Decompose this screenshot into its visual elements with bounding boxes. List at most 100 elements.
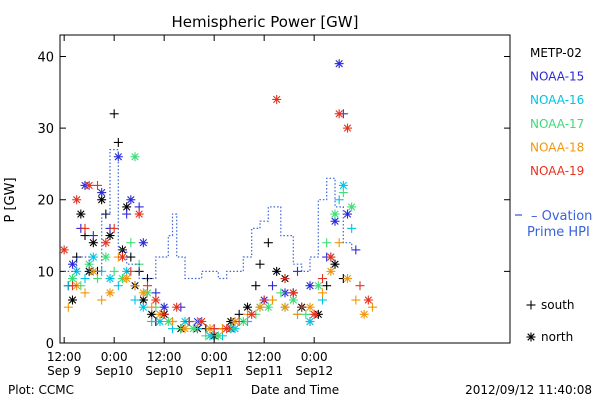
x-tick-label-time: 12:00 bbox=[147, 350, 182, 364]
data-point-noaa-15 bbox=[351, 245, 361, 255]
data-point-noaa-16 bbox=[130, 295, 140, 305]
x-tick-label-date: Sep10 bbox=[95, 364, 133, 378]
x-axis-label: Date and Time bbox=[251, 383, 339, 397]
data-point-noaa-15 bbox=[268, 281, 277, 291]
x-tick-label-date: Sep10 bbox=[145, 364, 183, 378]
marker-legend-label-north: north bbox=[541, 330, 573, 344]
data-point-noaa-17 bbox=[347, 202, 357, 212]
data-point-noaa-18 bbox=[138, 288, 148, 298]
data-point-noaa-18 bbox=[351, 295, 361, 305]
series-layer bbox=[59, 59, 377, 341]
data-point-noaa-19 bbox=[209, 324, 219, 334]
data-point-noaa-19 bbox=[197, 317, 207, 327]
legend-label-ovation-prime-hpi-cont: Prime HPI bbox=[527, 225, 590, 240]
data-point-noaa-16 bbox=[88, 252, 98, 262]
data-point-metp-02 bbox=[72, 252, 82, 262]
data-point-noaa-19 bbox=[272, 94, 282, 104]
y-tick-label: 40 bbox=[37, 50, 54, 65]
y-axis-label: P [GW] bbox=[3, 177, 18, 222]
data-point-noaa-16 bbox=[334, 195, 344, 205]
data-point-noaa-19 bbox=[101, 238, 111, 248]
data-point-metp-02 bbox=[263, 238, 273, 248]
data-point-noaa-15 bbox=[343, 209, 352, 219]
data-point-noaa-16 bbox=[338, 180, 348, 190]
data-point-noaa-16 bbox=[113, 281, 123, 291]
data-point-noaa-16 bbox=[72, 266, 82, 276]
x-tick-label-time: 12:00 bbox=[247, 350, 282, 364]
data-point-metp-02 bbox=[138, 295, 148, 305]
data-point-metp-02 bbox=[322, 281, 332, 291]
data-point-noaa-15 bbox=[122, 209, 132, 219]
data-point-noaa-17 bbox=[322, 238, 332, 248]
x-tick-label-date: Sep11 bbox=[195, 364, 233, 378]
plot-frame bbox=[59, 34, 511, 344]
data-point-noaa-19 bbox=[288, 288, 298, 298]
data-point-metp-02 bbox=[97, 195, 107, 205]
data-point-noaa-19 bbox=[109, 223, 119, 233]
data-point-noaa-19 bbox=[355, 281, 365, 291]
data-point-noaa-18 bbox=[122, 274, 132, 284]
data-point-metp-02 bbox=[109, 109, 119, 119]
data-point-metp-02 bbox=[68, 295, 77, 305]
data-point-noaa-18 bbox=[268, 295, 277, 305]
plot-timestamp: 2012/09/12 11:40:08 bbox=[465, 383, 592, 397]
data-point-noaa-17 bbox=[213, 331, 223, 341]
data-point-metp-02 bbox=[251, 281, 261, 291]
data-point-noaa-17 bbox=[276, 288, 286, 298]
data-point-noaa-15 bbox=[305, 281, 315, 291]
marker-legend-symbol-south bbox=[526, 300, 536, 310]
data-point-metp-02 bbox=[122, 202, 132, 212]
x-tick-label-time: 12:00 bbox=[47, 350, 82, 364]
data-point-noaa-16 bbox=[80, 274, 90, 284]
data-point-noaa-17 bbox=[301, 309, 311, 319]
x-tick-label-date: Sep12 bbox=[295, 364, 333, 378]
data-point-noaa-18 bbox=[88, 266, 98, 276]
data-point-noaa-18 bbox=[280, 302, 290, 312]
y-tick-label: 0 bbox=[46, 337, 54, 352]
data-point-metp-02 bbox=[113, 137, 123, 147]
data-point-noaa-18 bbox=[255, 302, 265, 312]
data-point-noaa-18 bbox=[326, 266, 336, 276]
data-point-noaa-15 bbox=[88, 231, 98, 241]
data-point-noaa-18 bbox=[147, 302, 157, 312]
data-point-noaa-19 bbox=[309, 309, 319, 319]
marker-legend-symbol-north bbox=[526, 332, 536, 342]
data-point-noaa-15 bbox=[97, 188, 107, 198]
data-point-noaa-19 bbox=[334, 109, 344, 119]
legend-label-noaa-18: NOAA-18 bbox=[530, 140, 584, 154]
data-point-noaa-19 bbox=[134, 209, 144, 219]
x-tick-label-date: Sep 9 bbox=[47, 364, 81, 378]
data-point-noaa-16 bbox=[147, 317, 157, 327]
data-point-noaa-15 bbox=[334, 59, 344, 69]
data-point-metp-02 bbox=[126, 252, 136, 262]
legend-label-noaa-19: NOAA-19 bbox=[530, 164, 584, 178]
y-tick-label: 30 bbox=[37, 122, 54, 137]
data-point-noaa-18 bbox=[180, 324, 190, 334]
data-point-noaa-19 bbox=[126, 266, 136, 276]
data-point-noaa-17 bbox=[201, 331, 211, 341]
data-point-noaa-17 bbox=[263, 302, 273, 312]
data-point-noaa-19 bbox=[151, 295, 161, 305]
data-point-noaa-18 bbox=[80, 288, 90, 298]
data-point-noaa-15 bbox=[138, 238, 148, 248]
data-point-metp-02 bbox=[76, 209, 86, 219]
data-point-noaa-17 bbox=[313, 281, 323, 291]
data-point-noaa-19 bbox=[222, 324, 232, 334]
data-point-noaa-17 bbox=[93, 274, 102, 284]
data-point-noaa-19 bbox=[234, 317, 244, 327]
data-point-noaa-17 bbox=[126, 238, 136, 248]
data-point-noaa-16 bbox=[105, 274, 115, 284]
data-point-noaa-19 bbox=[318, 274, 327, 284]
x-tick-label-date: Sep11 bbox=[245, 364, 283, 378]
data-point-noaa-16 bbox=[138, 302, 148, 312]
data-point-noaa-19 bbox=[118, 252, 127, 262]
data-point-metp-02 bbox=[105, 231, 115, 241]
data-point-noaa-19 bbox=[80, 223, 90, 233]
y-tick-label: 10 bbox=[37, 265, 54, 280]
data-point-noaa-19 bbox=[280, 274, 290, 284]
data-point-noaa-17 bbox=[338, 188, 348, 198]
data-point-noaa-15 bbox=[293, 266, 302, 276]
data-point-noaa-19 bbox=[184, 317, 194, 327]
data-point-noaa-19 bbox=[93, 180, 102, 190]
data-point-metp-02 bbox=[330, 259, 340, 269]
